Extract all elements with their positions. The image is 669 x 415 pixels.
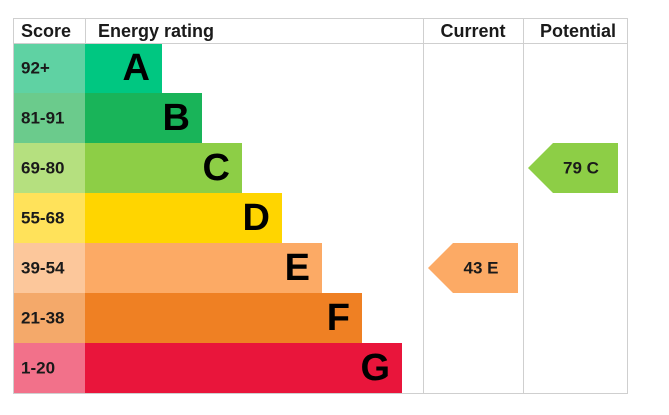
band-bar (85, 243, 322, 293)
score-label: 1-20 (21, 359, 55, 378)
band-bar (85, 93, 202, 143)
band-letter: F (327, 297, 350, 339)
score-label: 69-80 (21, 159, 64, 178)
band-letter: A (123, 47, 150, 89)
score-cell (13, 193, 85, 243)
header-score: Score (21, 21, 71, 41)
score-label: 55-68 (21, 209, 64, 228)
band-letter: D (243, 197, 270, 239)
band-letter: C (203, 147, 230, 189)
current-arrow (428, 243, 518, 293)
band-letter: E (285, 247, 310, 289)
band-bar (85, 293, 362, 343)
score-cell (13, 43, 85, 93)
score-label: 81-91 (21, 109, 64, 128)
band-bar (85, 193, 282, 243)
score-cell (13, 293, 85, 343)
bands: 92+ A 81-91 B 69-80 C 55-68 D 39-54 E 21-38 F 1-20 G (13, 43, 402, 393)
score-label: 21-38 (21, 309, 64, 328)
band-bar (85, 143, 242, 193)
band-letter: G (360, 347, 390, 389)
header-current: Current (440, 21, 505, 41)
score-label: 39-54 (21, 259, 65, 278)
potential-label: 79 C (563, 159, 599, 178)
header-rating: Energy rating (98, 21, 214, 41)
header-potential: Potential (540, 21, 616, 41)
score-cell (13, 343, 85, 393)
band-bar (85, 43, 162, 93)
score-cell (13, 93, 85, 143)
score-cell (13, 243, 85, 293)
score-cell (13, 143, 85, 193)
frame (13, 18, 628, 394)
current-label: 43 E (464, 259, 499, 278)
band-bar (85, 343, 402, 393)
band-letter: B (163, 97, 190, 139)
potential-arrow (528, 143, 618, 193)
score-label: 92+ (21, 59, 50, 78)
